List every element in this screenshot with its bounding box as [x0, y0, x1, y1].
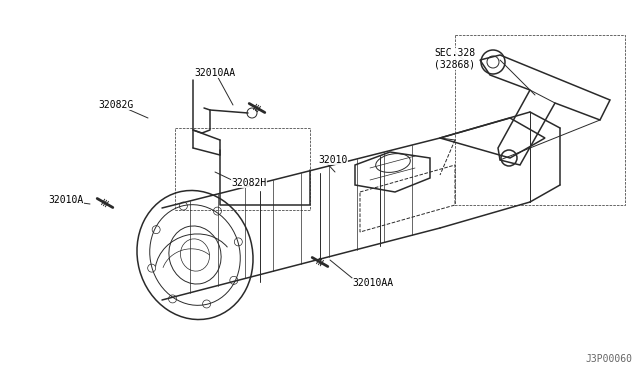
- Text: 32010: 32010: [318, 155, 348, 165]
- Text: 32010A: 32010A: [48, 195, 83, 205]
- Text: SEC.328
(32868): SEC.328 (32868): [435, 48, 476, 70]
- Text: 32010AA: 32010AA: [195, 68, 236, 78]
- Text: 32082H: 32082H: [231, 178, 266, 188]
- Text: 32082G: 32082G: [99, 100, 134, 110]
- Text: 32010AA: 32010AA: [352, 278, 393, 288]
- Text: J3P00060: J3P00060: [585, 354, 632, 364]
